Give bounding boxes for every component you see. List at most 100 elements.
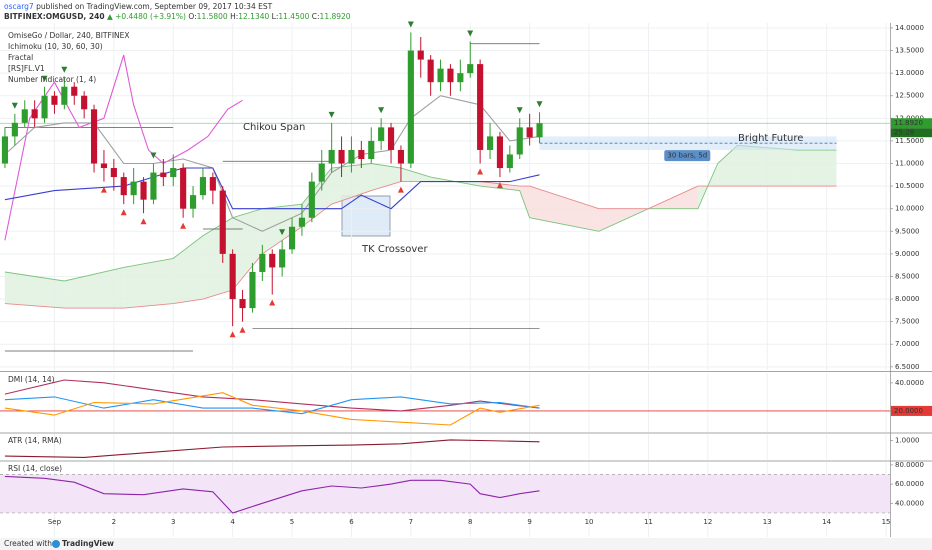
candle-body	[486, 136, 494, 150]
y-tick-label: 8.5000	[895, 272, 920, 280]
rsi-band	[0, 474, 890, 513]
cloud-fill	[123, 258, 174, 309]
countdown-tag	[891, 128, 932, 138]
candle-body	[506, 154, 513, 169]
fractal-down	[61, 66, 68, 73]
cloud-fill	[717, 145, 738, 187]
candle-body	[21, 109, 28, 123]
y-tick-label: 11.5000	[895, 137, 924, 145]
indicator-line	[4, 439, 540, 458]
panel-title: RSI (14, close)	[8, 464, 62, 473]
x-tick-label: 7	[409, 518, 413, 526]
candle-body	[348, 149, 355, 164]
tk-box	[341, 195, 391, 237]
indicator-line	[4, 54, 243, 241]
annotation: Chikou Span	[243, 122, 305, 133]
indicator-line	[4, 396, 540, 415]
y-tick-label: 12.5000	[895, 92, 924, 100]
candle-body	[31, 109, 38, 119]
fractal-down	[279, 229, 286, 236]
candle-body	[318, 163, 325, 182]
candle-body	[160, 172, 167, 178]
x-tick-label: 13	[763, 518, 772, 526]
candle-body	[496, 136, 504, 169]
candle-body	[269, 253, 276, 268]
stat-label: O:	[188, 12, 196, 21]
candle-body	[90, 109, 98, 164]
countdown-label: 25:28	[894, 129, 914, 137]
candle-body	[41, 95, 48, 119]
candle-body	[219, 190, 226, 254]
legend-entry: Ichimoku (10, 30, 60, 30)	[8, 42, 103, 51]
candle-body	[338, 149, 345, 164]
candle-body	[279, 249, 286, 268]
fractal-down	[150, 152, 157, 159]
candle-body	[477, 64, 484, 150]
fractal-up	[477, 168, 484, 175]
candle-body	[71, 86, 78, 96]
fractal-up	[120, 209, 127, 216]
candle-body	[457, 73, 464, 83]
footer-brand[interactable]: TradingView	[62, 539, 114, 548]
candle-body	[239, 299, 246, 309]
fractal-down	[328, 111, 335, 118]
y-tick-label: 60.0000	[895, 480, 924, 488]
candle-body	[397, 149, 405, 164]
x-tick-label: 4	[230, 518, 235, 526]
stat-label: C:	[312, 12, 320, 21]
candle-body	[328, 149, 335, 164]
candle-body	[1, 136, 9, 164]
indicator-line	[4, 392, 540, 426]
projection-label: 30 bars, 5d	[667, 152, 707, 160]
level-tag	[891, 405, 932, 416]
fractal-up	[100, 186, 107, 193]
author[interactable]: oscarg7	[4, 2, 34, 11]
candle-body	[298, 217, 306, 227]
stat-label: H:	[230, 12, 238, 21]
candle-body	[249, 271, 256, 309]
candle-body	[358, 149, 365, 159]
candle-body	[189, 195, 197, 209]
x-tick-label: 8	[468, 518, 472, 526]
annotation: Bright Future	[738, 133, 803, 144]
cloud-fill	[529, 186, 599, 232]
candle-body	[417, 50, 424, 60]
legend-entry: OmiseGo / Dollar, 240, BITFINEX	[8, 31, 130, 40]
y-tick-label: 80.0000	[895, 461, 924, 469]
cloud-fill	[796, 150, 837, 187]
fractal-down	[536, 101, 543, 108]
indicator-line	[4, 379, 540, 412]
published: published on TradingView.com, September …	[36, 2, 273, 11]
level-label: 20.0000	[894, 407, 923, 415]
legend-entry: [RS]FL.V1	[8, 64, 45, 73]
cloud-span	[4, 181, 837, 309]
y-tick-label: 10.0000	[895, 205, 924, 213]
candle-body	[288, 226, 296, 250]
x-tick-label: 11	[644, 518, 653, 526]
fractal-down	[467, 30, 474, 37]
footer-text: Created with	[4, 539, 52, 548]
candle-body	[368, 140, 375, 159]
cloud-fill	[4, 272, 65, 309]
projection-box	[539, 136, 837, 150]
indicator-line	[4, 475, 540, 514]
panel-title: DMI (14, 14)	[8, 375, 55, 384]
candle-body	[51, 95, 58, 105]
candle-body	[81, 95, 88, 110]
fractal-up	[140, 218, 147, 225]
fractal-down	[516, 107, 523, 114]
fractal-down	[407, 21, 414, 28]
fractal-down	[11, 102, 18, 109]
x-tick-label: 14	[822, 518, 831, 526]
y-tick-label: 11.0000	[895, 160, 924, 168]
candle-body	[526, 127, 533, 138]
candle-body	[100, 163, 108, 169]
cloud-fill	[737, 145, 797, 187]
y-tick-label: 9.0000	[895, 250, 920, 258]
y-tick-label: 13.5000	[895, 47, 924, 55]
y-tick-label: 9.5000	[895, 227, 920, 235]
y-tick-label: 14.0000	[895, 24, 924, 32]
y-tick-label: 7.0000	[895, 340, 920, 348]
brand-logo	[52, 540, 60, 548]
